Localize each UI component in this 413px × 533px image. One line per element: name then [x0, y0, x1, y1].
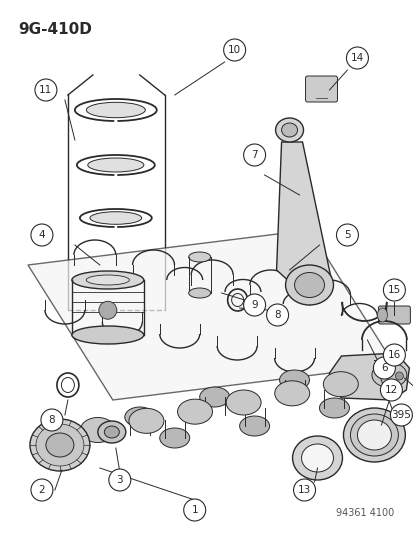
Ellipse shape — [30, 419, 90, 471]
Text: 3: 3 — [116, 475, 123, 485]
Ellipse shape — [104, 426, 119, 438]
Text: 9: 9 — [251, 300, 257, 310]
Circle shape — [336, 224, 358, 246]
Circle shape — [346, 47, 368, 69]
Circle shape — [373, 357, 394, 379]
Ellipse shape — [90, 212, 141, 224]
Text: 395: 395 — [391, 410, 411, 420]
Ellipse shape — [294, 272, 324, 297]
Polygon shape — [28, 230, 394, 400]
Circle shape — [109, 469, 131, 491]
Polygon shape — [276, 142, 331, 293]
Ellipse shape — [356, 420, 390, 450]
Circle shape — [380, 379, 401, 401]
Text: 13: 13 — [297, 485, 311, 495]
Ellipse shape — [80, 417, 115, 442]
Ellipse shape — [343, 408, 404, 462]
Circle shape — [99, 301, 116, 319]
Text: 2: 2 — [38, 485, 45, 495]
Text: 15: 15 — [387, 285, 400, 295]
Circle shape — [223, 39, 245, 61]
Ellipse shape — [319, 398, 349, 418]
Ellipse shape — [377, 308, 387, 322]
Circle shape — [243, 144, 265, 166]
Circle shape — [266, 304, 288, 326]
Text: 8: 8 — [48, 415, 55, 425]
Text: 16: 16 — [387, 350, 400, 360]
Ellipse shape — [301, 444, 333, 472]
Ellipse shape — [281, 123, 297, 137]
Circle shape — [293, 479, 315, 501]
Text: 4: 4 — [38, 230, 45, 240]
Text: 11: 11 — [39, 85, 52, 95]
Ellipse shape — [188, 252, 210, 262]
Text: 12: 12 — [384, 385, 397, 395]
Text: 7: 7 — [251, 150, 257, 160]
Circle shape — [389, 404, 411, 426]
Text: 10: 10 — [228, 45, 241, 55]
FancyBboxPatch shape — [305, 76, 337, 102]
Text: 94361 4100: 94361 4100 — [335, 508, 394, 518]
Ellipse shape — [159, 428, 189, 448]
Ellipse shape — [274, 381, 309, 406]
Circle shape — [183, 499, 205, 521]
Ellipse shape — [177, 399, 212, 424]
Ellipse shape — [86, 275, 129, 285]
Circle shape — [35, 79, 57, 101]
Text: 6: 6 — [380, 363, 387, 373]
Ellipse shape — [239, 416, 269, 436]
Text: 14: 14 — [350, 53, 363, 63]
Circle shape — [243, 294, 265, 316]
FancyBboxPatch shape — [377, 306, 409, 324]
Circle shape — [41, 409, 63, 431]
Ellipse shape — [199, 387, 229, 407]
Ellipse shape — [279, 370, 309, 390]
Circle shape — [31, 224, 53, 246]
Ellipse shape — [323, 372, 357, 397]
Text: 9G-410D: 9G-410D — [18, 22, 92, 37]
Text: 1: 1 — [191, 505, 197, 515]
Ellipse shape — [275, 118, 303, 142]
Ellipse shape — [285, 265, 333, 305]
Ellipse shape — [225, 390, 261, 415]
Circle shape — [382, 344, 404, 366]
Ellipse shape — [129, 408, 164, 433]
Ellipse shape — [46, 433, 74, 457]
Ellipse shape — [124, 407, 154, 427]
Ellipse shape — [350, 414, 397, 456]
Ellipse shape — [292, 436, 342, 480]
Circle shape — [382, 279, 404, 301]
Text: 8: 8 — [273, 310, 280, 320]
Ellipse shape — [86, 102, 145, 118]
Ellipse shape — [188, 288, 210, 298]
Text: 5: 5 — [343, 230, 350, 240]
Circle shape — [394, 372, 402, 380]
Polygon shape — [329, 353, 408, 400]
Ellipse shape — [97, 421, 126, 443]
Ellipse shape — [36, 424, 84, 466]
Ellipse shape — [88, 158, 143, 172]
Ellipse shape — [371, 362, 406, 387]
Ellipse shape — [72, 271, 143, 289]
Ellipse shape — [72, 326, 143, 344]
Circle shape — [31, 479, 53, 501]
